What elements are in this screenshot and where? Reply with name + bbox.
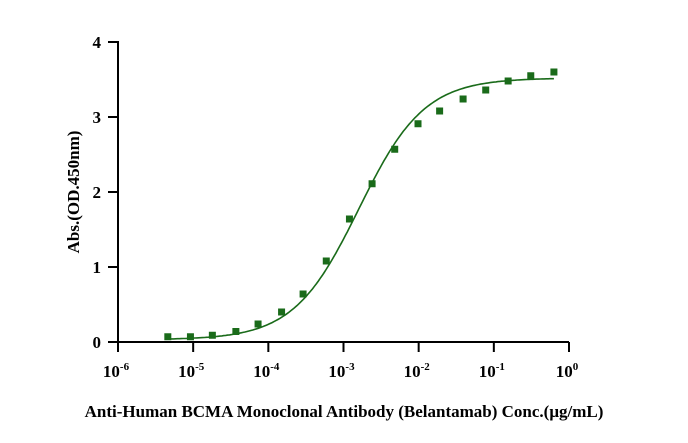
data-point (278, 308, 286, 316)
data-point (527, 72, 535, 80)
y-tick-label: 0 (93, 333, 102, 352)
x-tick-label: 10-6 (103, 361, 130, 381)
data-point (391, 145, 399, 153)
data-point (186, 333, 194, 341)
y-tick-label: 2 (93, 183, 102, 202)
data-point (208, 331, 216, 339)
data-point (322, 257, 330, 265)
data-point (254, 320, 262, 328)
x-tick-label: 10-3 (328, 361, 355, 381)
data-point (414, 120, 422, 128)
x-axis-label: Anti-Human BCMA Monoclonal Antibody (Bel… (85, 402, 604, 421)
y-tick-label: 4 (93, 33, 102, 52)
y-tick-label: 1 (93, 258, 102, 277)
fit-curve (167, 77, 554, 340)
x-tick-label: 10-4 (253, 361, 280, 381)
data-point (299, 290, 307, 298)
x-tick-label: 100 (556, 361, 579, 381)
x-tick-label: 10-5 (178, 361, 205, 381)
data-point (436, 107, 444, 115)
y-axis-label: Abs.(OD.450nm) (64, 131, 83, 254)
data-point (550, 68, 558, 76)
data-point (164, 333, 172, 341)
x-tick-label: 10-1 (479, 361, 505, 381)
data-point (368, 180, 376, 188)
data-point (345, 215, 353, 223)
data-point (482, 86, 490, 94)
x-tick-label: 10-2 (404, 361, 431, 381)
data-point (232, 328, 240, 335)
data-point (459, 95, 467, 103)
data-point (504, 77, 512, 85)
y-tick-label: 3 (93, 108, 102, 127)
